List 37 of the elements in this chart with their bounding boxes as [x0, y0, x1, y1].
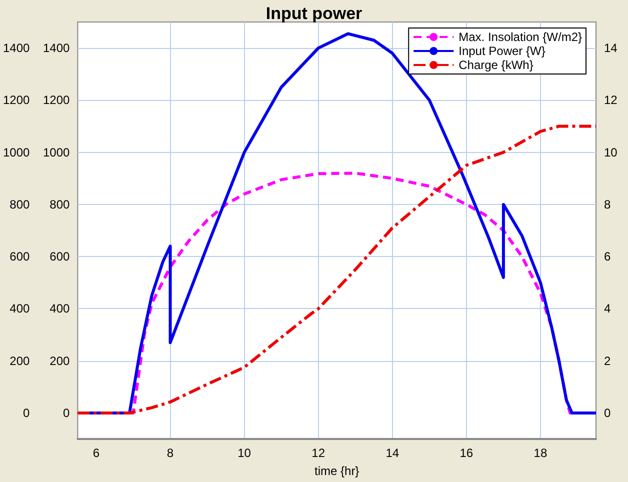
y-tick-label: 0 [63, 406, 70, 420]
y-tick-label: 1200 [42, 93, 70, 108]
legend-label: Max. Insolation {W/m2} [458, 30, 582, 44]
y-tick-label: 200 [50, 354, 70, 368]
x-tick-label: 12 [312, 446, 326, 460]
y3-tick-label: 1400 [2, 41, 30, 56]
legend-label: Input Power {W} [458, 44, 546, 58]
y2-tick-label: 10 [604, 145, 618, 160]
y3-tick-label: 800 [10, 197, 30, 212]
chart-title: Input power [266, 4, 363, 23]
y2-tick-label: 14 [604, 41, 618, 56]
x-axis-title: time {hr} [314, 464, 360, 478]
x-tick-label: 14 [386, 446, 400, 460]
x-tick-label: 18 [534, 446, 548, 460]
x-tick-label: 16 [460, 446, 474, 460]
y2-tick-label: 8 [604, 197, 611, 212]
x-tick-label: 8 [166, 446, 174, 460]
y2-tick-label: 6 [604, 250, 611, 264]
y2-tick-label: 4 [604, 302, 611, 316]
y-tick-label: 400 [50, 302, 70, 316]
y-tick-label: 800 [50, 197, 70, 212]
line-series [76, 124, 598, 414]
y3-tick-label: 0 [23, 406, 30, 420]
y3-tick-label: 600 [10, 250, 30, 264]
y2-tick-label: 12 [604, 93, 618, 108]
y3-tick-label: 1200 [2, 93, 30, 108]
y3-tick-label: 1000 [2, 145, 30, 160]
y-tick-label: 1400 [42, 41, 70, 56]
y-tick-label: 600 [50, 250, 70, 264]
x-tick-label: 6 [92, 446, 100, 460]
y3-tick-label: 200 [10, 354, 30, 368]
legend-label: Charge {kWh} [458, 58, 534, 72]
y3-tick-label: 400 [10, 302, 30, 316]
x-tick-label: 10 [238, 446, 252, 460]
y2-tick-label: 2 [604, 354, 611, 368]
y-tick-label: 1000 [42, 145, 70, 160]
y2-tick-label: 0 [604, 406, 611, 420]
